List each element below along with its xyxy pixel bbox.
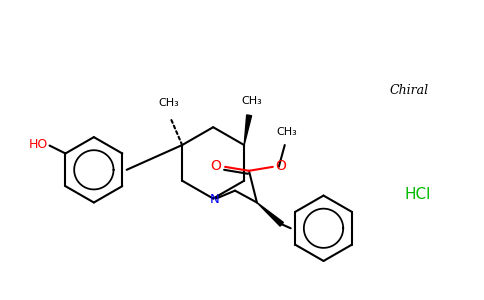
Text: CH₃: CH₃ (159, 98, 180, 108)
Text: Chiral: Chiral (389, 84, 428, 97)
Polygon shape (257, 202, 284, 226)
Text: O: O (275, 159, 286, 173)
Text: HO: HO (28, 138, 47, 151)
Text: HCl: HCl (404, 187, 430, 202)
Text: N: N (209, 193, 219, 206)
Text: O: O (210, 159, 221, 173)
Polygon shape (244, 115, 252, 145)
Text: CH₃: CH₃ (242, 96, 262, 106)
Text: CH₃: CH₃ (276, 127, 297, 137)
